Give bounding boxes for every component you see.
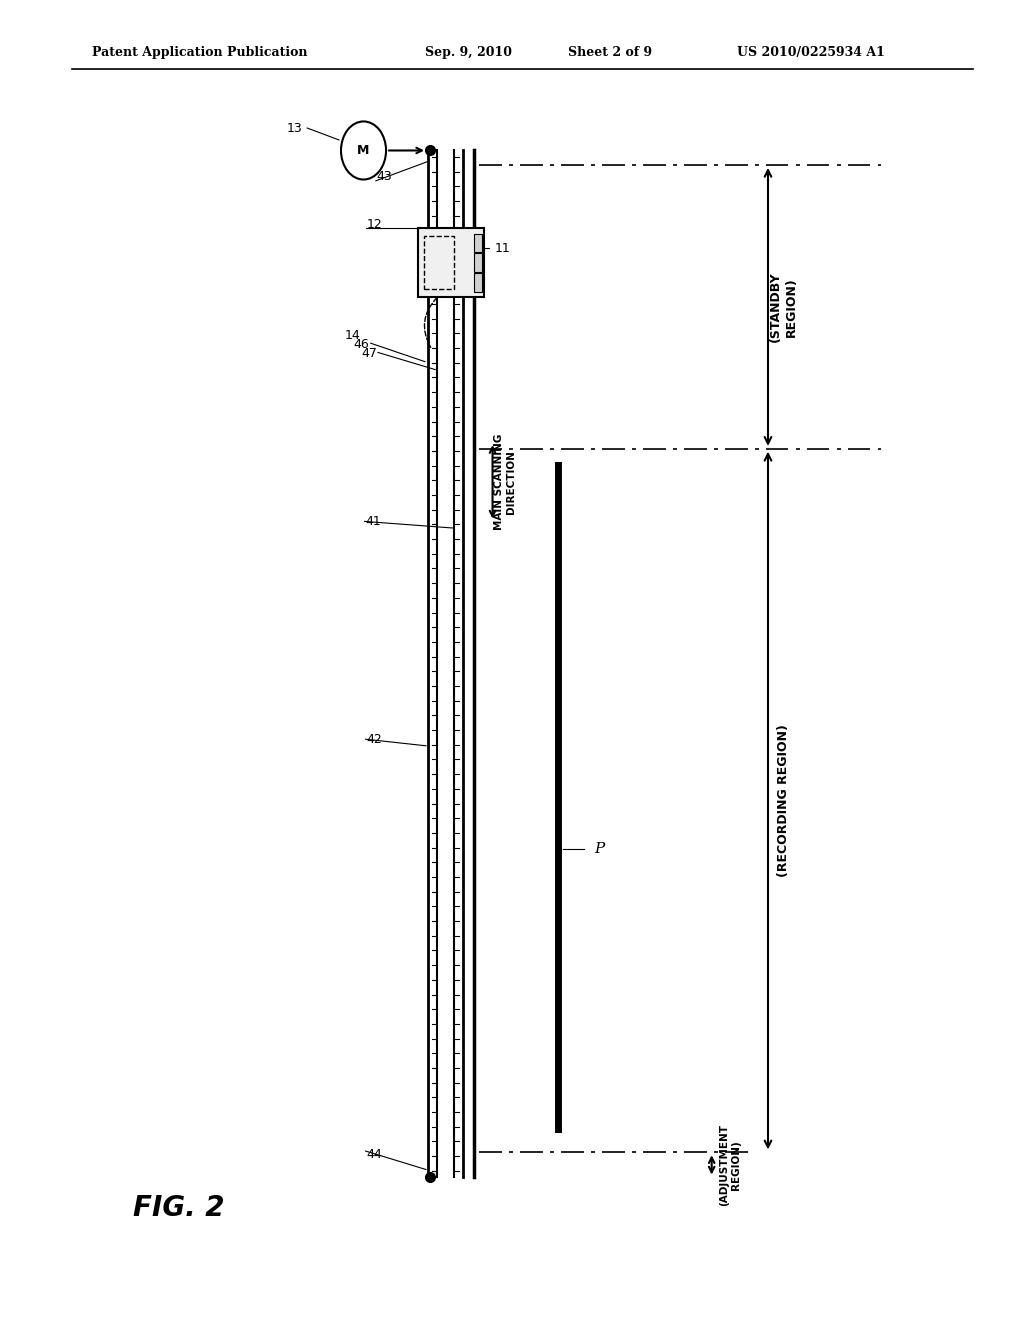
Bar — [418, 228, 484, 297]
Text: P: P — [594, 842, 604, 857]
Text: (RECORDING REGION): (RECORDING REGION) — [777, 725, 790, 876]
Circle shape — [341, 121, 386, 180]
Text: 42: 42 — [367, 733, 382, 746]
Text: Sep. 9, 2010: Sep. 9, 2010 — [425, 46, 512, 59]
Text: 41: 41 — [366, 515, 381, 528]
Text: 43: 43 — [377, 170, 392, 183]
Text: (ADJUSTMENT
REGION): (ADJUSTMENT REGION) — [719, 1123, 741, 1206]
Text: 13: 13 — [287, 121, 302, 135]
Bar — [474, 273, 482, 292]
Bar — [474, 234, 482, 252]
Text: 14: 14 — [345, 329, 360, 342]
Text: (STANDBY
REGION): (STANDBY REGION) — [769, 272, 798, 342]
Text: MAIN SCANNING
DIRECTION: MAIN SCANNING DIRECTION — [494, 433, 516, 531]
Text: 47: 47 — [360, 347, 377, 360]
Text: Sheet 2 of 9: Sheet 2 of 9 — [568, 46, 652, 59]
Bar — [424, 236, 454, 289]
Text: US 2010/0225934 A1: US 2010/0225934 A1 — [737, 46, 885, 59]
Bar — [474, 253, 482, 272]
Text: 46: 46 — [353, 338, 369, 351]
Text: M: M — [357, 144, 370, 157]
Text: 12: 12 — [367, 218, 382, 231]
Text: 11: 11 — [495, 242, 510, 255]
Text: 44: 44 — [367, 1148, 382, 1162]
Text: Patent Application Publication: Patent Application Publication — [92, 46, 307, 59]
Text: FIG. 2: FIG. 2 — [133, 1193, 225, 1222]
